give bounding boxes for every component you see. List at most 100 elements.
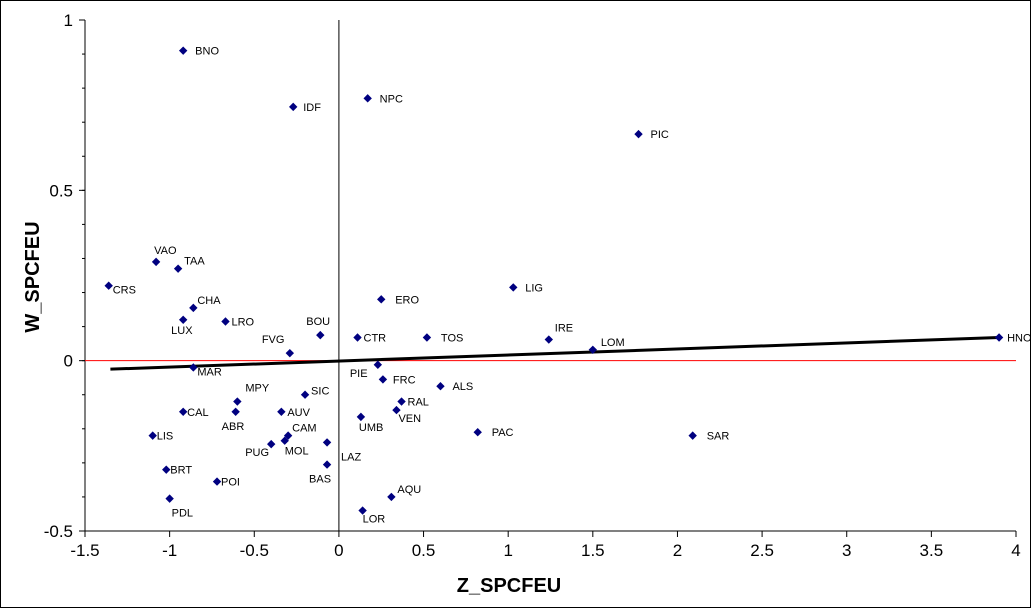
point-label-taa: TAA (184, 256, 205, 268)
point-label-pdl: PDL (172, 508, 193, 520)
point-label-cha: CHA (197, 295, 221, 307)
data-points: BNO IDF NPC PIC VAO TAA CRS ERO LIG CHA LUX LRO BOU C… (104, 46, 1031, 526)
point-label-frc: FRC (393, 374, 416, 386)
reference-lines (85, 20, 1016, 531)
data-point-lis (148, 431, 157, 440)
data-point-tos (422, 333, 432, 342)
trend-line (110, 336, 1000, 371)
point-label-aqu: AQU (397, 484, 421, 496)
point-label-pac: PAC (492, 427, 514, 439)
point-label-umb: UMB (359, 422, 383, 434)
point-label-pug: PUG (245, 447, 269, 459)
y-tick-label: -0.5 (44, 522, 73, 541)
data-point-idf (289, 102, 298, 112)
y-tick-label: 0.5 (49, 181, 73, 200)
data-point-sic (300, 390, 310, 399)
data-point-ral (397, 397, 406, 406)
point-label-lom: LOM (601, 337, 625, 349)
point-label-pie: PIE (350, 368, 368, 380)
y-tick-label: 1 (64, 11, 73, 30)
point-label-sic: SIC (311, 386, 329, 398)
point-label-brt: BRT (170, 465, 192, 477)
data-point-pic (634, 129, 643, 139)
data-point-bas (322, 460, 332, 469)
point-label-fvg: FVG (262, 334, 285, 346)
point-label-bou: BOU (306, 316, 330, 328)
x-tick-label: -0.5 (240, 541, 269, 560)
point-label-bas: BAS (309, 474, 331, 486)
point-label-tos: TOS (441, 333, 463, 345)
data-point-pac (473, 428, 482, 437)
point-label-vao: VAO (154, 245, 177, 257)
data-point-lor (358, 506, 367, 515)
point-label-pic: PIC (651, 129, 669, 141)
data-point-ctr (353, 333, 362, 342)
x-tick-label: 4 (1011, 541, 1020, 560)
data-point-cha (189, 303, 198, 313)
point-label-idf: IDF (303, 102, 321, 114)
data-point-bno (178, 46, 188, 55)
data-point-pie (373, 360, 383, 369)
data-point-ire (544, 335, 554, 344)
data-point-lro (221, 317, 230, 326)
data-point-aqu (387, 492, 396, 502)
y-tick-labels: -0.5 0 0.5 1 (44, 11, 73, 541)
data-point-mar (189, 363, 198, 372)
data-point-mpy (233, 397, 242, 406)
point-label-mar: MAR (197, 366, 222, 378)
data-point-hno (994, 333, 1004, 342)
x-tick-label: 3 (842, 541, 851, 560)
data-point-lux (178, 315, 188, 324)
point-label-auv: AUV (287, 407, 310, 419)
data-point-taa (173, 264, 183, 273)
data-point-npc (363, 94, 372, 103)
y-axis-title: W_SPCFEU (22, 221, 44, 332)
data-point-ven (392, 405, 401, 415)
data-point-sar (688, 431, 697, 440)
x-tick-label: -1 (162, 541, 177, 560)
data-point-auv (277, 407, 286, 416)
point-label-npc: NPC (380, 93, 403, 105)
data-point-bou (316, 330, 325, 340)
point-label-ire: IRE (555, 323, 573, 335)
data-point-brt (162, 465, 171, 474)
data-point-laz (322, 438, 332, 447)
data-point-cam (283, 431, 293, 440)
data-point-pdl (165, 494, 174, 503)
x-tick-label: 0 (334, 541, 343, 560)
point-label-crs: CRS (113, 285, 136, 297)
point-label-laz: LAZ (341, 451, 361, 463)
data-point-als (436, 382, 445, 391)
data-point-ero (377, 295, 386, 304)
data-point-lom (588, 345, 598, 354)
point-label-mpy: MPY (245, 383, 270, 395)
point-label-lor: LOR (363, 514, 386, 526)
data-point-fvg (285, 348, 295, 358)
point-label-poi: POI (221, 477, 240, 489)
point-label-sar: SAR (707, 431, 730, 443)
point-label-ral: RAL (408, 397, 429, 409)
point-label-abr: ABR (222, 421, 245, 433)
x-tick-label: 2.5 (750, 541, 774, 560)
data-point-mol (280, 436, 289, 445)
x-axis-title: Z_SPCFEU (457, 575, 561, 597)
point-label-ero: ERO (395, 294, 419, 306)
axes (79, 19, 1017, 537)
data-point-umb (356, 412, 366, 422)
data-point-crs (104, 281, 113, 290)
data-point-frc (378, 375, 388, 384)
point-label-ven: VEN (398, 413, 421, 425)
x-tick-label: -1.5 (70, 541, 99, 560)
point-label-bno: BNO (195, 46, 219, 58)
data-point-cal (178, 407, 188, 416)
point-label-cal: CAL (187, 407, 208, 419)
x-tick-label: 0.5 (412, 541, 436, 560)
point-label-lig: LIG (525, 282, 543, 294)
x-tick-label: 2 (673, 541, 682, 560)
data-point-poi (212, 477, 222, 486)
point-label-hno: HNO (1007, 333, 1031, 345)
data-point-pug (267, 439, 276, 449)
y-tick-label: 0 (64, 352, 73, 371)
data-point-abr (231, 407, 240, 416)
